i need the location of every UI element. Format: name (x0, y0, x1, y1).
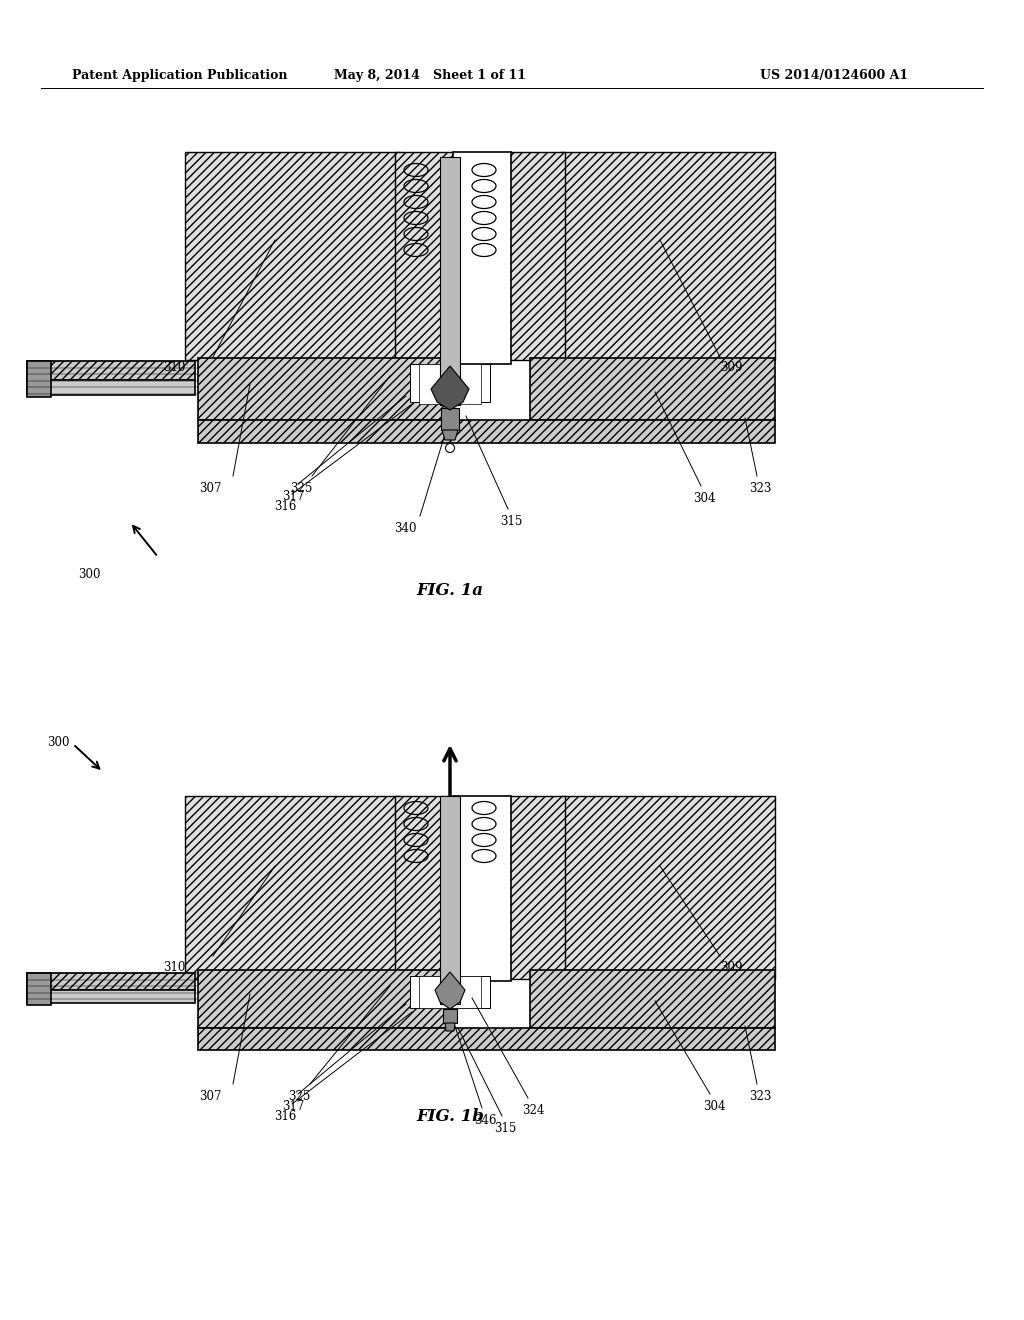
Text: 316: 316 (274, 1110, 296, 1123)
Text: 309: 309 (720, 961, 742, 974)
Text: 307: 307 (199, 1090, 221, 1104)
Bar (560, 796, 775, 979)
Text: May 8, 2014   Sheet 1 of 11: May 8, 2014 Sheet 1 of 11 (334, 69, 526, 82)
Bar (419, 364, 481, 404)
Bar (27, 360, 51, 397)
Bar (27, 973, 51, 1005)
Bar (419, 975, 481, 1008)
Bar (198, 1028, 775, 1049)
Text: 317: 317 (282, 1100, 304, 1113)
Text: 346: 346 (474, 1114, 497, 1127)
Bar (395, 796, 455, 979)
Text: Patent Application Publication: Patent Application Publication (72, 69, 288, 82)
Text: 315: 315 (500, 515, 522, 528)
Bar (440, 157, 460, 405)
Bar (185, 796, 400, 979)
Bar (27, 380, 195, 395)
Circle shape (445, 444, 455, 453)
Text: 325: 325 (290, 482, 312, 495)
Text: 304: 304 (693, 492, 716, 506)
Bar (198, 970, 449, 1028)
Bar (27, 990, 195, 1003)
Bar (198, 358, 449, 420)
Text: 304: 304 (703, 1100, 725, 1113)
Text: 323: 323 (749, 482, 771, 495)
Bar (410, 364, 490, 403)
Text: 323: 323 (749, 1090, 771, 1104)
Bar (441, 408, 459, 430)
Bar (440, 796, 460, 1005)
Bar (185, 152, 400, 360)
Text: 300: 300 (47, 737, 70, 748)
Bar (410, 975, 490, 1008)
Bar (505, 152, 565, 360)
Bar (27, 360, 195, 380)
Polygon shape (442, 430, 458, 440)
Bar (530, 358, 775, 420)
Text: 325: 325 (288, 1090, 310, 1104)
Text: 309: 309 (720, 360, 742, 374)
Bar (560, 152, 775, 360)
Text: 310: 310 (163, 360, 185, 374)
Bar (505, 796, 565, 979)
Text: 340: 340 (394, 521, 417, 535)
Text: 317: 317 (282, 490, 304, 503)
Text: 310: 310 (163, 961, 185, 974)
Bar (198, 420, 775, 444)
Text: 300: 300 (78, 568, 100, 581)
Bar (443, 1008, 457, 1023)
Polygon shape (435, 972, 465, 1008)
Text: FIG. 1b: FIG. 1b (416, 1107, 484, 1125)
Bar (27, 973, 195, 990)
Bar (453, 796, 511, 981)
Text: 316: 316 (274, 500, 296, 513)
Text: US 2014/0124600 A1: US 2014/0124600 A1 (760, 69, 908, 82)
Text: 307: 307 (199, 482, 221, 495)
Bar (395, 152, 455, 360)
Bar (453, 152, 511, 364)
Polygon shape (431, 366, 469, 411)
Text: 315: 315 (494, 1122, 516, 1135)
Text: 324: 324 (522, 1104, 545, 1117)
Text: FIG. 1a: FIG. 1a (417, 582, 483, 599)
Polygon shape (445, 1023, 455, 1031)
Bar (530, 970, 775, 1028)
